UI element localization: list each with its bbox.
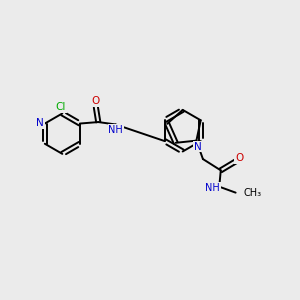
Text: N: N [37, 118, 44, 128]
Text: Cl: Cl [56, 102, 66, 112]
Text: NH: NH [206, 183, 220, 193]
Text: N: N [194, 142, 202, 152]
Text: O: O [235, 154, 243, 164]
Text: CH₃: CH₃ [243, 188, 261, 198]
Text: O: O [92, 96, 100, 106]
Text: NH: NH [108, 125, 123, 135]
